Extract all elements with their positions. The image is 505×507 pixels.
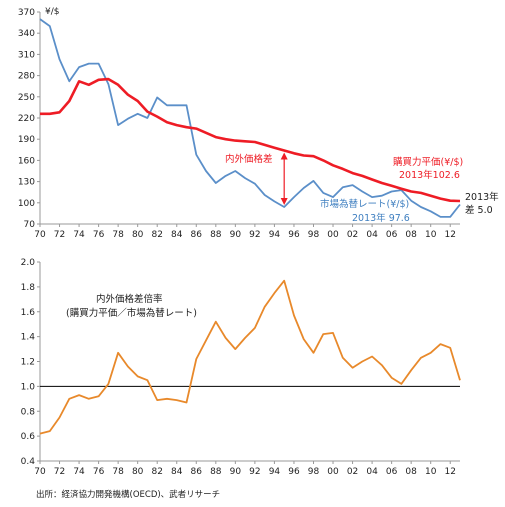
top-x-tick-label: 72 xyxy=(54,230,65,240)
gap-arrow-head-bottom xyxy=(280,198,288,206)
bottom-x-tick-label: 80 xyxy=(132,467,144,477)
top-y-tick-label: 190 xyxy=(18,135,35,145)
bottom-y-tick-label: 1.2 xyxy=(21,358,35,368)
bottom-y-tick-label: 0.6 xyxy=(21,432,36,442)
top-x-tick-label: 12 xyxy=(445,230,456,240)
bottom-y-tick-label: 0.4 xyxy=(21,457,36,467)
bottom-x-tick-label: 78 xyxy=(112,467,124,477)
top-x-tick-label: 92 xyxy=(249,230,260,240)
top-x-tick-label: 10 xyxy=(425,230,437,240)
bottom-y-tick-label: 0.8 xyxy=(21,407,36,417)
ratio-title-line-2: (購買力平価／市場為替レート) xyxy=(66,307,197,319)
top-y-tick-label: 280 xyxy=(18,72,35,82)
ppp-series-label: 購買力平価(¥/$) xyxy=(393,156,463,168)
top-x-tick-label: 76 xyxy=(93,230,105,240)
top-x-tick-label: 94 xyxy=(269,230,281,240)
top-y-tick-label: 220 xyxy=(18,114,35,124)
market-series-label: 市場為替レート(¥/$) xyxy=(320,198,409,210)
top-x-axis: 70 72 74 76 78 80 82 84 86 88 90 92 94 96 98 00 02 04 06 08… xyxy=(34,223,460,240)
gap-2013-value: 差 5.0 xyxy=(465,204,493,216)
bottom-x-tick-label: 04 xyxy=(366,467,378,477)
price-gap-ratio-chart: 0.4 0.6 0.8 1.0 1.2 1.4 1.6 1.8 2.0 70 72 74 76 78 80… xyxy=(21,258,461,477)
bottom-y-tick-label: 1.8 xyxy=(21,283,36,293)
bottom-x-tick-label: 70 xyxy=(34,467,46,477)
top-x-tick-label: 88 xyxy=(210,230,222,240)
top-y-tick-label: 340 xyxy=(18,29,35,39)
ppp-2013-value: 2013年102.6 xyxy=(399,169,460,181)
bottom-x-tick-label: 92 xyxy=(249,467,260,477)
bottom-x-tick-label: 88 xyxy=(210,467,222,477)
bottom-x-tick-label: 10 xyxy=(425,467,437,477)
bottom-x-tick-label: 00 xyxy=(327,467,339,477)
bottom-x-axis: 70 72 74 76 78 80 82 84 86 88 90 92 94 96 98 00 02 04 06 08… xyxy=(34,460,460,477)
bottom-x-tick-label: 82 xyxy=(151,467,162,477)
bottom-y-tick-label: 2.0 xyxy=(21,258,36,268)
bottom-x-tick-label: 74 xyxy=(73,467,85,477)
top-y-tick-label: 70 xyxy=(24,220,36,230)
top-x-tick-label: 00 xyxy=(327,230,339,240)
bottom-y-tick-label: 1.6 xyxy=(21,308,36,318)
market-2013-value: 2013年 97.6 xyxy=(352,212,410,224)
gap-arrow xyxy=(280,152,288,206)
bottom-x-tick-label: 84 xyxy=(171,467,183,477)
series-ratio-line xyxy=(39,279,461,435)
bottom-x-tick-label: 06 xyxy=(386,467,398,477)
top-x-tick-label: 78 xyxy=(112,230,124,240)
top-x-tick-label: 08 xyxy=(405,230,417,240)
top-x-tick-label: 80 xyxy=(132,230,144,240)
top-y-tick-label: 160 xyxy=(18,156,35,166)
bottom-x-tick-label: 76 xyxy=(93,467,105,477)
bottom-x-tick-label: 98 xyxy=(308,467,320,477)
top-x-tick-label: 02 xyxy=(347,230,358,240)
top-x-tick-label: 06 xyxy=(386,230,398,240)
bottom-x-tick-label: 86 xyxy=(191,467,203,477)
gap-2013-year: 2013年 xyxy=(465,191,499,203)
top-y-tick-label: 100 xyxy=(18,199,35,209)
bottom-x-tick-label: 90 xyxy=(230,467,242,477)
gap-arrow-head-top xyxy=(280,152,288,160)
top-x-tick-label: 70 xyxy=(34,230,46,240)
top-x-tick-label: 74 xyxy=(73,230,85,240)
bottom-x-tick-label: 94 xyxy=(269,467,281,477)
top-y-tick-label: 370 xyxy=(18,8,35,18)
bottom-y-tick-label: 1.0 xyxy=(21,382,36,392)
source-note: 出所：経済協力開発機構(OECD)、武者リサーチ xyxy=(36,489,220,500)
bottom-x-tick-label: 02 xyxy=(347,467,358,477)
top-y-tick-label: 130 xyxy=(18,178,35,188)
top-x-tick-label: 84 xyxy=(171,230,183,240)
gap-annotation: 内外価格差 xyxy=(225,153,273,165)
top-x-tick-label: 98 xyxy=(308,230,320,240)
bottom-y-tick-label: 1.4 xyxy=(21,333,36,343)
bottom-x-tick-label: 72 xyxy=(54,467,65,477)
bottom-y-axis: 0.4 0.6 0.8 1.0 1.2 1.4 1.6 1.8 2.0 xyxy=(21,258,41,467)
bottom-x-tick-label: 96 xyxy=(288,467,300,477)
top-y-axis-unit: ¥/$ xyxy=(45,7,59,17)
top-y-axis: 70 100 130 160 190 220 250 280 310 340 370 xyxy=(18,8,41,230)
ratio-title-line-1: 内外価格差倍率 xyxy=(96,293,163,305)
top-x-tick-label: 96 xyxy=(288,230,300,240)
bottom-x-tick-label: 12 xyxy=(445,467,456,477)
top-x-tick-label: 90 xyxy=(230,230,242,240)
series-market-rate-line xyxy=(39,18,461,218)
top-x-tick-label: 86 xyxy=(191,230,203,240)
bottom-x-tick-label: 08 xyxy=(405,467,417,477)
top-x-tick-label: 82 xyxy=(151,230,162,240)
top-x-tick-label: 04 xyxy=(366,230,378,240)
top-y-tick-label: 250 xyxy=(18,93,35,103)
series-ppp-line xyxy=(40,77,461,203)
top-y-tick-label: 310 xyxy=(18,50,35,60)
